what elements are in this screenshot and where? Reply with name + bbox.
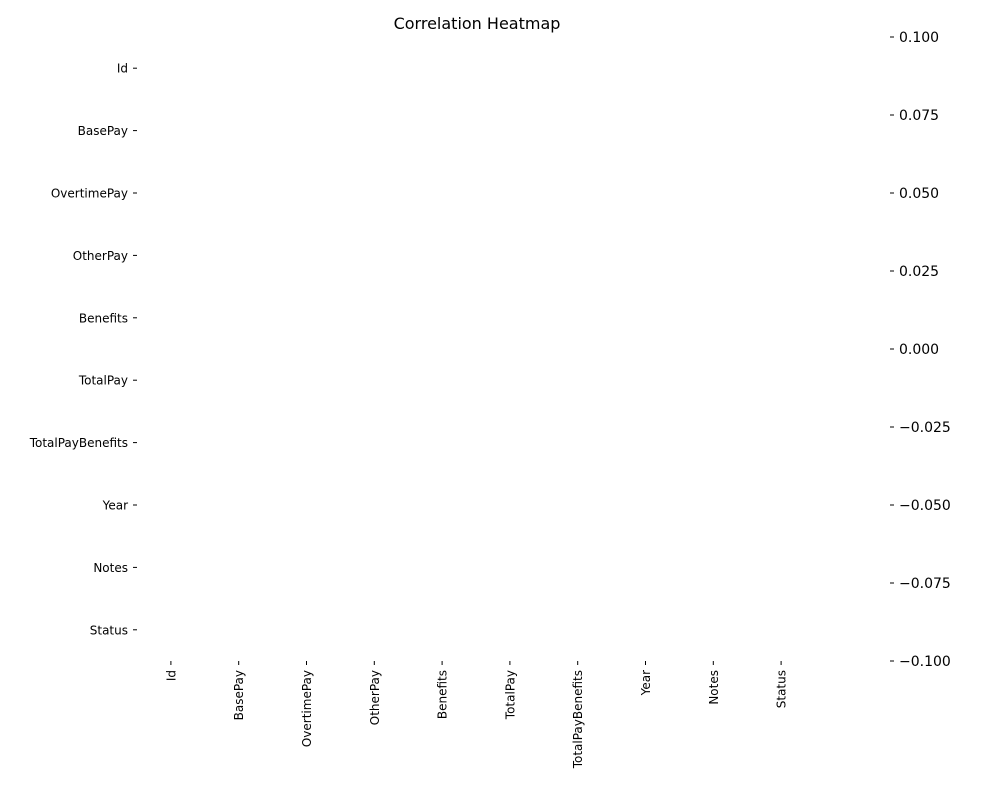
column-tick-labels: Id BasePay OvertimePay OtherPay Benefits Tota…: [164, 661, 789, 769]
colorbar-tick-label: 0.050: [899, 186, 939, 202]
row-tick-label-benefits: Benefits: [79, 311, 128, 325]
colorbar-tick-label: 0.100: [899, 30, 939, 46]
row-tick-labels: Id BasePay OvertimePay OtherPay Benefits Tota…: [29, 62, 137, 637]
colorbar-axis: 0.100 0.075 0.050 0.025 0.000 −0.025 −0.050 −0.…: [890, 30, 951, 670]
colorbar-tick-label: 0.025: [899, 264, 939, 280]
row-tick-label-totalpay: TotalPay: [78, 374, 128, 388]
row-tick-label-year: Year: [102, 499, 128, 513]
col-tick-label-totalpay: TotalPay: [503, 670, 517, 720]
row-tick-label-id: Id: [117, 62, 128, 76]
colorbar-tick-label: −0.050: [899, 498, 951, 514]
row-tick-label-overtimepay: OvertimePay: [51, 187, 128, 201]
col-tick-label-status: Status: [775, 670, 789, 708]
col-tick-label-notes: Notes: [707, 670, 721, 705]
col-tick-label-id: Id: [164, 670, 178, 681]
col-tick-label-totalpaybenefits: TotalPayBenefits: [571, 670, 585, 769]
col-tick-label-otherpay: OtherPay: [368, 670, 382, 725]
col-tick-label-overtimepay: OvertimePay: [300, 670, 314, 747]
colorbar-tick-label: 0.075: [899, 108, 939, 124]
row-tick-label-basepay: BasePay: [78, 124, 128, 138]
row-tick-label-otherpay: OtherPay: [73, 249, 128, 263]
row-tick-label-totalpaybenefits: TotalPayBenefits: [29, 436, 128, 450]
chart-title: Correlation Heatmap: [394, 14, 561, 33]
col-tick-label-basepay: BasePay: [232, 670, 246, 720]
col-tick-label-benefits: Benefits: [436, 670, 450, 719]
row-tick-label-status: Status: [90, 623, 128, 637]
row-tick-label-notes: Notes: [93, 561, 128, 575]
colorbar-tick-label: −0.075: [899, 576, 951, 592]
colorbar-tick-label: 0.000: [899, 342, 939, 358]
col-tick-label-year: Year: [639, 670, 653, 696]
colorbar-tick-label: −0.100: [899, 654, 951, 670]
colorbar-tick-label: −0.025: [899, 420, 951, 436]
